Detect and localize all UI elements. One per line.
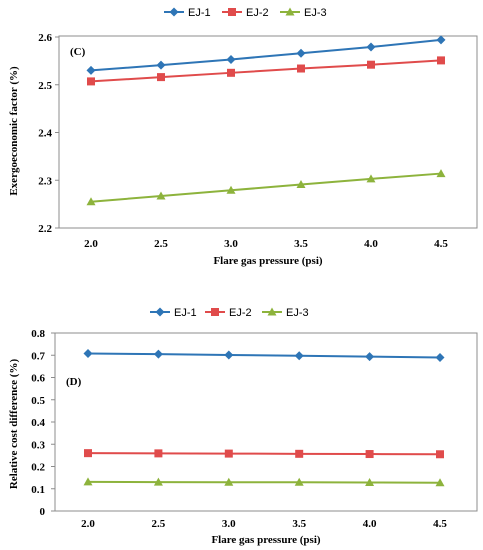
x-axis-ticks: 2.0 2.5 3.0 3.5 4.0 4.5 [81,518,447,530]
x-tick-label: 3.5 [292,518,306,530]
y-tick-label: 0.4 [31,417,45,429]
data-point-ej-2 [87,77,95,86]
legend-label: EJ-1 [188,7,211,19]
data-point-ej-2 [154,449,163,458]
legend-marker [169,7,179,17]
y-axis-label: Exergoeconomic factor (%) [8,66,20,196]
data-point-ej-3 [224,477,234,486]
x-axis-label: Flare gas pressure (psi) [213,255,322,267]
data-point-ej-3 [156,191,166,200]
y-axis-ticks: 0 0.1 0.2 0.3 0.4 0.5 0.6 0.7 0.8 [31,328,55,518]
data-point-ej-3 [294,477,304,486]
series-lines [86,35,446,206]
series-line-ej-2 [90,59,442,83]
data-point-ej-3 [366,174,376,183]
x-tick-label: 2.0 [81,518,95,530]
legend-label: EJ-3 [304,7,327,19]
data-point-ej-3 [435,478,445,487]
legend-marker [211,308,219,316]
data-point-ej-1 [224,350,234,360]
x-tick-label: 4.5 [433,518,447,530]
y-axis-label: Relative cost difference (%) [8,359,20,490]
series-line-ej-1 [90,38,442,72]
y-axis-ticks: 2.2 2.3 2.4 2.5 2.6 [38,32,59,235]
data-point-ej-1 [365,352,375,362]
chart-relative-cost-difference: EJ-1 EJ-2 EJ-3 0 0.1 0.2 0.3 0.4 0.5 0.6 0.7 0.8 2… [8,307,478,546]
y-tick-label: 0.7 [31,350,45,362]
legend: EJ-1 EJ-2 EJ-3 [150,307,309,319]
legend: EJ-1 EJ-2 EJ-3 [164,7,327,19]
chart-exergoeconomic-factor: EJ-1 EJ-2 EJ-3 2.2 2.3 2.4 2.5 2.6 2.0 2.5 3.0 3.… [8,7,478,267]
data-point-ej-3 [226,185,236,194]
data-point-ej-2 [227,68,235,77]
legend-marker [228,8,236,16]
data-point-ej-1 [436,35,446,45]
legend-marker [267,307,277,316]
data-point-ej-2 [297,64,305,73]
data-point-ej-2 [367,60,375,69]
data-point-ej-2 [437,56,445,65]
data-point-ej-3 [436,169,446,178]
data-point-ej-3 [83,477,93,486]
y-tick-label: 0 [40,506,46,518]
series-lines [83,348,445,487]
y-tick-label: 2.4 [38,128,52,140]
x-tick-label: 4.5 [434,238,448,250]
panel-label: (D) [66,376,82,388]
data-point-ej-2 [84,449,92,458]
y-tick-label: 0.1 [31,484,45,496]
series-line-ej-1 [87,352,441,359]
y-tick-label: 2.2 [38,223,52,235]
y-tick-label: 2.3 [38,175,52,187]
x-axis-label: Flare gas pressure (psi) [211,534,320,546]
plot-area-frame [54,332,478,512]
x-tick-label: 3.5 [294,238,308,250]
data-point-ej-1 [294,351,304,361]
legend-label: EJ-1 [174,307,197,319]
series-line-ej-2 [87,452,441,456]
x-tick-label: 2.5 [152,518,166,530]
data-point-ej-3 [365,478,375,487]
y-tick-label: 2.5 [38,80,52,92]
legend-label: EJ-2 [246,7,269,19]
series-line-ej-3 [87,480,441,484]
data-point-ej-2 [295,449,304,458]
y-tick-label: 0.8 [31,328,45,340]
data-point-ej-1 [226,54,236,64]
y-tick-label: 0.6 [31,373,45,385]
x-axis-ticks: 2.0 2.5 3.0 3.5 4.0 4.5 [84,238,448,250]
data-point-ej-3 [296,180,306,189]
legend-label: EJ-3 [286,307,309,319]
x-tick-label: 4.0 [364,238,378,250]
data-point-ej-2 [157,73,165,82]
panel-label: (C) [70,46,86,58]
data-point-ej-2 [436,450,444,459]
y-tick-label: 2.6 [38,32,52,44]
x-tick-label: 3.0 [222,518,236,530]
data-point-ej-1 [435,352,445,362]
data-point-ej-1 [156,60,166,70]
data-point-ej-2 [365,450,374,459]
x-tick-label: 2.0 [84,238,98,250]
data-point-ej-1 [366,42,376,52]
data-point-ej-3 [86,197,96,206]
data-point-ej-1 [153,349,163,359]
y-tick-label: 0.5 [31,395,45,407]
data-point-ej-1 [83,348,93,358]
legend-marker [155,307,165,317]
x-tick-label: 2.5 [154,238,168,250]
data-point-ej-2 [224,449,233,458]
data-point-ej-1 [296,48,306,58]
x-tick-label: 3.0 [224,238,238,250]
legend-marker [285,7,295,16]
data-point-ej-3 [153,477,163,486]
y-tick-label: 0.3 [31,439,45,451]
legend-label: EJ-2 [229,307,252,319]
y-tick-label: 0.2 [31,462,45,474]
series-line-ej-3 [90,172,442,203]
data-point-ej-1 [86,65,96,75]
x-tick-label: 4.0 [363,518,377,530]
